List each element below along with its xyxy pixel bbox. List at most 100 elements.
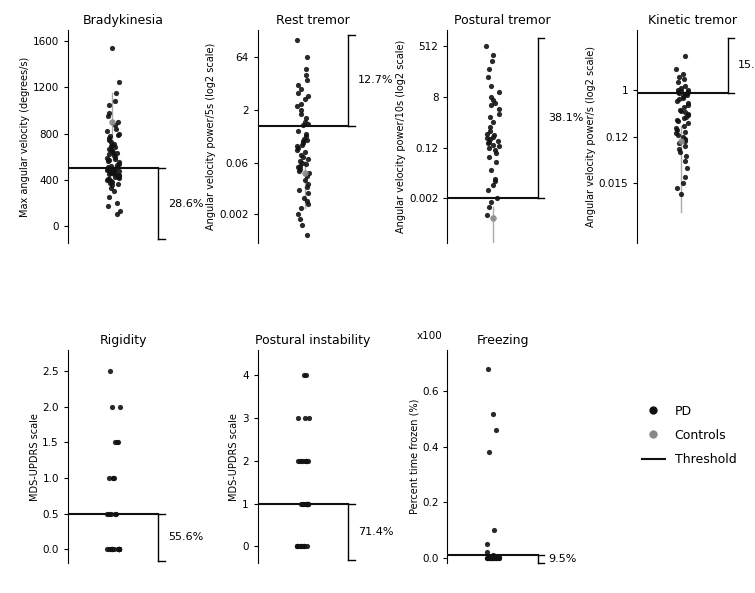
Point <box>481 553 493 563</box>
Point <box>294 105 307 114</box>
Point <box>300 499 312 508</box>
Point <box>483 144 495 153</box>
Point <box>299 117 311 127</box>
Point <box>292 88 304 98</box>
Point <box>487 551 499 560</box>
Point <box>299 95 311 104</box>
Point <box>488 130 501 140</box>
Point <box>301 171 313 181</box>
Point <box>109 154 121 164</box>
Point <box>108 169 120 178</box>
Point <box>672 117 684 126</box>
Point <box>292 413 304 423</box>
Point <box>678 113 690 123</box>
Point <box>680 152 692 161</box>
Point <box>488 177 501 186</box>
Point <box>493 104 505 114</box>
Point <box>302 199 314 209</box>
Point <box>108 186 120 196</box>
Point <box>103 544 115 554</box>
Text: 12.7%: 12.7% <box>358 75 393 85</box>
Point <box>103 149 116 159</box>
Point <box>112 166 125 176</box>
Point <box>105 176 117 186</box>
Point <box>104 509 116 518</box>
Point <box>671 183 683 193</box>
Point <box>492 553 504 563</box>
Text: 38.1%: 38.1% <box>548 113 583 123</box>
Point <box>487 140 499 149</box>
Point <box>484 553 496 563</box>
Point <box>109 438 121 447</box>
Point <box>297 136 309 146</box>
Point <box>297 152 310 161</box>
Point <box>297 499 309 508</box>
Point <box>673 139 685 148</box>
Point <box>300 70 312 79</box>
Point <box>292 210 304 219</box>
Point <box>291 102 304 111</box>
Point <box>302 499 314 508</box>
Point <box>105 161 117 171</box>
Point <box>294 151 307 160</box>
Text: 28.6%: 28.6% <box>168 199 204 209</box>
Point <box>483 448 495 457</box>
Point <box>677 91 689 101</box>
Point <box>489 146 501 155</box>
Point <box>301 541 313 551</box>
Point <box>673 72 685 81</box>
Point <box>303 168 315 178</box>
Point <box>113 544 125 554</box>
Point <box>113 544 125 554</box>
Point <box>490 552 502 562</box>
Point <box>302 499 314 508</box>
Point <box>112 173 125 183</box>
Point <box>488 551 501 561</box>
Point <box>486 553 498 563</box>
Point <box>109 173 121 182</box>
Point <box>302 154 314 163</box>
Point <box>673 88 686 98</box>
Text: 15.9%: 15.9% <box>738 60 755 71</box>
Point <box>105 145 117 154</box>
Point <box>107 473 119 483</box>
Point <box>292 126 304 136</box>
Point <box>483 152 495 161</box>
Text: 71.4%: 71.4% <box>358 527 393 537</box>
Point <box>488 525 501 535</box>
Point <box>300 371 312 380</box>
Point <box>679 157 691 166</box>
Point <box>679 81 691 91</box>
Point <box>487 409 499 419</box>
Point <box>103 100 115 109</box>
Point <box>491 553 503 563</box>
Point <box>297 120 309 129</box>
Point <box>301 231 313 240</box>
Point <box>673 144 686 154</box>
Point <box>103 170 116 179</box>
Point <box>109 509 122 518</box>
Point <box>106 544 118 554</box>
Point <box>671 87 683 97</box>
Point <box>682 98 694 108</box>
Point <box>674 107 686 116</box>
Point <box>493 553 505 562</box>
Point <box>291 541 304 551</box>
Point <box>103 144 115 153</box>
Point <box>106 402 118 412</box>
Point <box>485 56 498 66</box>
Y-axis label: MDS-UPDRS scale: MDS-UPDRS scale <box>29 413 39 500</box>
Point <box>299 499 311 508</box>
Point <box>109 121 121 130</box>
Point <box>300 135 313 144</box>
Point <box>109 97 121 106</box>
Point <box>297 456 310 466</box>
Point <box>102 111 114 121</box>
Point <box>300 456 312 466</box>
Point <box>489 553 501 563</box>
Point <box>101 153 113 162</box>
Point <box>112 544 124 554</box>
Point <box>114 206 126 216</box>
Point <box>106 147 119 157</box>
Point <box>291 541 303 551</box>
